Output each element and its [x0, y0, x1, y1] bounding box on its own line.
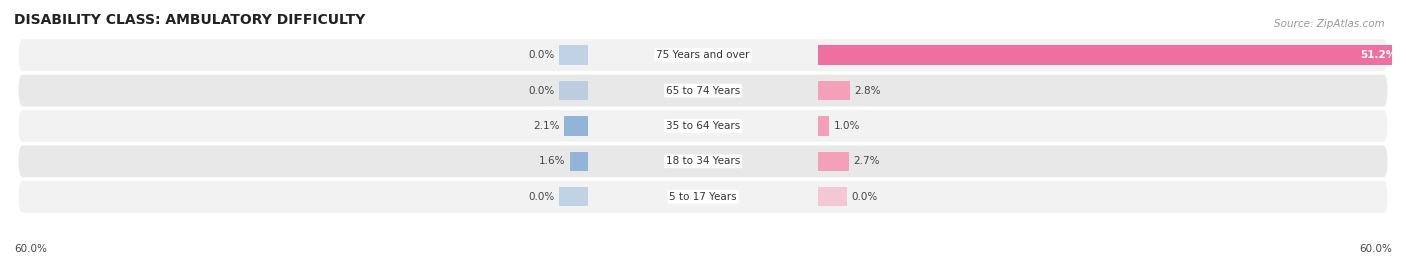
- Text: 35 to 64 Years: 35 to 64 Years: [666, 121, 740, 131]
- Text: 2.7%: 2.7%: [853, 156, 880, 166]
- FancyBboxPatch shape: [17, 38, 1389, 72]
- Text: 75 Years and over: 75 Years and over: [657, 50, 749, 60]
- Bar: [564, 116, 588, 136]
- Text: DISABILITY CLASS: AMBULATORY DIFFICULTY: DISABILITY CLASS: AMBULATORY DIFFICULTY: [14, 13, 366, 27]
- Text: 0.0%: 0.0%: [529, 50, 555, 60]
- FancyBboxPatch shape: [17, 74, 1389, 107]
- Bar: [560, 46, 588, 65]
- Text: 2.8%: 2.8%: [855, 85, 882, 96]
- Bar: [818, 152, 849, 171]
- Text: 65 to 74 Years: 65 to 74 Years: [666, 85, 740, 96]
- Text: 60.0%: 60.0%: [1360, 244, 1392, 254]
- Text: 1.0%: 1.0%: [834, 121, 860, 131]
- Bar: [818, 81, 851, 100]
- FancyBboxPatch shape: [17, 144, 1389, 178]
- Text: 0.0%: 0.0%: [529, 192, 555, 202]
- Text: 0.0%: 0.0%: [529, 85, 555, 96]
- Text: 60.0%: 60.0%: [14, 244, 46, 254]
- Text: 5 to 17 Years: 5 to 17 Years: [669, 192, 737, 202]
- Bar: [560, 187, 588, 206]
- Bar: [818, 116, 830, 136]
- Text: 1.6%: 1.6%: [538, 156, 565, 166]
- Text: 18 to 34 Years: 18 to 34 Years: [666, 156, 740, 166]
- Text: Source: ZipAtlas.com: Source: ZipAtlas.com: [1274, 19, 1385, 29]
- FancyBboxPatch shape: [17, 109, 1389, 143]
- Bar: [569, 152, 588, 171]
- Bar: [560, 81, 588, 100]
- Text: 51.2%: 51.2%: [1360, 50, 1396, 60]
- Bar: [818, 46, 1406, 65]
- FancyBboxPatch shape: [17, 180, 1389, 214]
- Bar: [818, 187, 846, 206]
- Text: 0.0%: 0.0%: [851, 192, 877, 202]
- Text: 2.1%: 2.1%: [533, 121, 560, 131]
